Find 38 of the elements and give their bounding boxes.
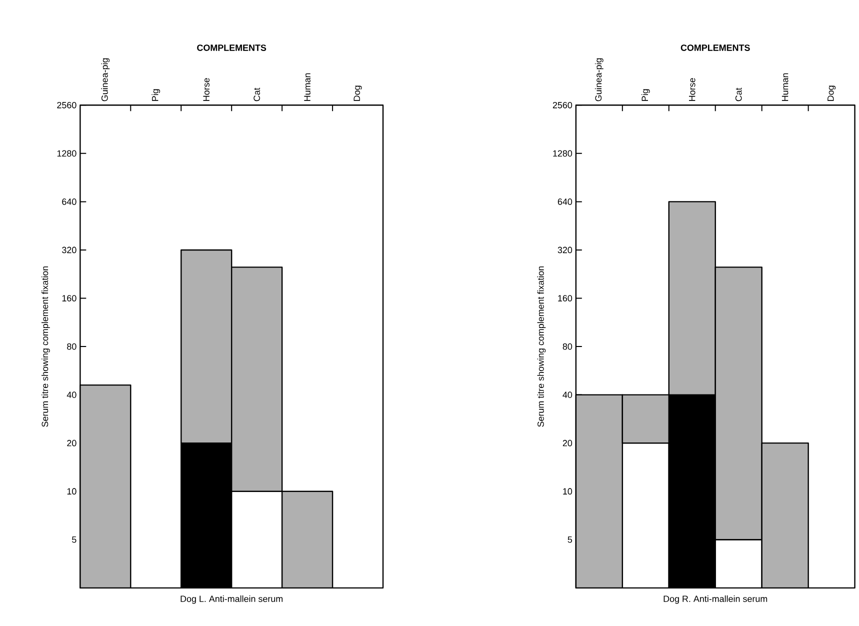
y-tick-label: 320 — [558, 246, 572, 254]
x-tick-label: Dog — [354, 86, 362, 101]
y-tick-label: 2560 — [57, 102, 76, 108]
y-tick-label: 20 — [67, 440, 76, 446]
y-tick-label: 160 — [558, 295, 572, 302]
y-axis-title: Serum titre showing complement fixation — [42, 266, 50, 427]
y-tick-label: 10 — [67, 488, 76, 494]
y-tick-label: 40 — [562, 392, 572, 398]
x-tick-label: Dog — [828, 86, 836, 101]
text: Dog R. Anti-mallein serum — [664, 595, 768, 604]
y-tick-label: 10 — [563, 488, 572, 494]
x-tick-label: Cat — [254, 88, 260, 102]
y-tick-label: 1280 — [57, 150, 76, 157]
x-tick-label: Guinea-pig — [594, 58, 604, 102]
x-tick-label: Horse — [689, 78, 696, 101]
x-tick-label: Cat — [735, 88, 742, 102]
x-tick-label: Human — [782, 73, 788, 101]
y-tick-label: 5 — [72, 536, 76, 543]
x-tick-label: Human — [304, 73, 310, 101]
y-tick-label: 320 — [62, 246, 76, 254]
y-tick-label: 20 — [562, 440, 572, 446]
y-tick-label: 80 — [67, 343, 76, 350]
x-axis-title: COMPLEMENTS — [197, 44, 266, 51]
y-tick-label: 80 — [562, 343, 572, 350]
y-axis-title: Serum titre showing complement fixation — [537, 266, 546, 427]
y-tick-label: 1280 — [553, 150, 572, 157]
y-tick-label: 40 — [66, 392, 76, 398]
y-tick-label: 640 — [62, 198, 76, 205]
y-tick-label: 640 — [558, 198, 572, 205]
y-tick-label: 160 — [62, 295, 76, 302]
x-axis-title: COMPLEMENTS — [680, 44, 750, 51]
x-tick-label: Pig — [152, 89, 160, 101]
y-tick-label: 2560 — [552, 102, 572, 108]
text: Dog L. Anti-mallein serum — [180, 595, 283, 604]
x-tick-label: Pig — [641, 89, 650, 101]
x-tick-label: Horse — [203, 78, 210, 101]
x-tick-label: Guinea-pig — [101, 58, 110, 102]
y-tick-label: 5 — [568, 536, 572, 543]
